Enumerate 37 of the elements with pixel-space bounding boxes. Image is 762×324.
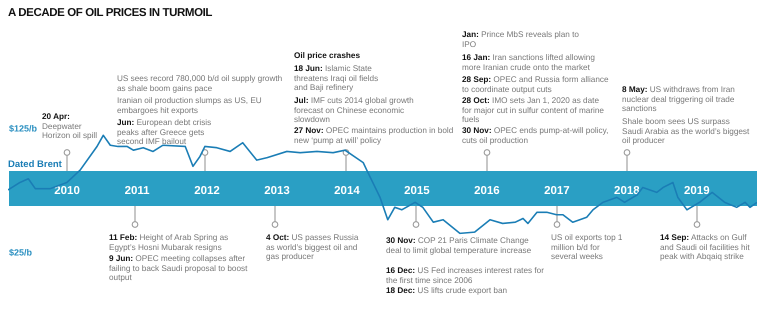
annotation: Jun: European debt crisis peaks after Greece gets second IMF bailout	[117, 118, 212, 147]
annotation: 8 May: US withdraws from Iran nuclear deal triggering oil trade sanctions	[622, 85, 736, 114]
x-tick-label: 2015	[404, 185, 430, 197]
annotation: 30 Nov: OPEC ends pump-at-will policy, cuts oil production	[462, 126, 610, 146]
annotation: Shale boom sees US surpass Saudi Arabia as the world’s biggest oil producer	[622, 117, 750, 146]
annotation: Iranian oil production slumps as US, EU embargoes hit exports	[117, 96, 263, 116]
annotation: US sees record 780,000 b/d oil supply growth as shale boom gains pace	[117, 74, 284, 94]
annotation: 11 Feb: Height of Arab Spring as Egypt’s Hosni Mubarak resigns	[109, 233, 230, 252]
annotation: 28 Sep: OPEC and Russia form alliance to coordinate output cuts	[462, 75, 610, 94]
annotation: 28 Oct: IMO sets Jan 1, 2020 as date for major cut in sulfur content of marine fuels	[462, 96, 605, 125]
x-tick-label: 2011	[124, 185, 150, 197]
text: A DECADE OF OIL PRICES IN TURMOIL	[8, 7, 212, 19]
x-tick-label: 2013	[264, 185, 290, 197]
x-tick-label: 2016	[474, 185, 500, 197]
x-tick-label: 2014	[334, 185, 360, 197]
annotation: 18 Dec: US lifts crude export ban	[386, 286, 508, 296]
x-tick-label: 2012	[194, 185, 220, 197]
y-tick-label: $125/b	[9, 123, 38, 134]
x-tick-label: 2019	[684, 185, 710, 197]
x-tick-label: 2017	[544, 185, 570, 197]
annotation: 18 Jun: Islamic State threatens Iraqi oil fields and Baji refinery	[294, 64, 380, 93]
annotation: 4 Oct: US passes Russia as world’s biggest oil and gas producer	[266, 233, 360, 262]
annotation: Jul: IMF cuts 2014 global growth forecast on Chinese economic slowdown	[294, 96, 415, 125]
annotation: 30 Nov: COP 21 Paris Climate Change deal to limit global temperature increase	[386, 236, 532, 256]
annotation: US oil exports top 1 million b/d for several weeks	[551, 233, 623, 262]
y-tick-label: $25/b	[9, 248, 33, 258]
x-tick-label: 2018	[614, 185, 640, 197]
annotation: 16 Dec: US Fed increases interest rates for the first time since 2006	[386, 266, 545, 286]
annotation: Oil price crashes	[294, 51, 360, 60]
x-tick-label: 2010	[54, 185, 80, 197]
annotation: 14 Sep: Attacks on Gulf and Saudi oil facilities hit peak with Abqaiq strike	[660, 233, 751, 262]
annotation: 20 Apr: Deepwater Horizon oil spill	[42, 112, 98, 141]
series-label: Dated Brent	[8, 159, 62, 170]
annotation: 16 Jan: Iran sanctions lifted allowing more Iranian crude onto the market	[462, 53, 596, 72]
annotation: 9 Jun: OPEC meeting collapses after failing to back Saudi proposal to boost output	[109, 254, 248, 283]
annotation: 27 Nov: OPEC maintains production in bold new ‘pump at will’ policy	[294, 126, 454, 146]
annotation: Jan: Prince MbS reveals plan to IPO	[462, 30, 580, 50]
